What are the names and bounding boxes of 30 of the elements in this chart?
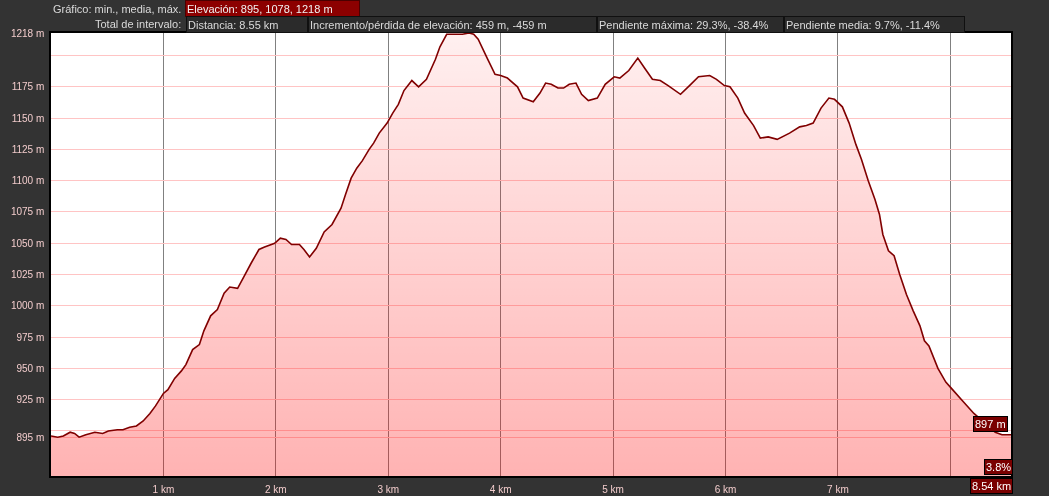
text: Elevación: 895, 1078, 1218 m	[187, 2, 333, 15]
x-tick-label: 2 km	[264, 483, 287, 495]
y-tick-label: 925 m	[16, 394, 45, 406]
y-tick-label: 1075 m	[10, 206, 45, 218]
text: Total de intervalo:	[95, 18, 182, 30]
y-tick-label: 1025 m	[10, 269, 45, 281]
x-tick-label: 5 km	[602, 483, 624, 495]
y-tick-label: 1218 m	[10, 27, 45, 39]
text: Gráfico: min., media, máx.	[53, 3, 182, 15]
text: Incremento/pérdida de elevación: 459 m, -459 m	[310, 18, 547, 31]
y-tick-label: 975 m	[16, 331, 45, 343]
y-tick-label: 1125 m	[11, 143, 45, 155]
x-tick-label: 1 km	[152, 483, 175, 495]
x-tick-label: 7 km	[827, 483, 849, 495]
y-tick-label: 1000 m	[10, 300, 45, 312]
annotation: 897 m	[975, 418, 1006, 430]
y-tick-label: 1050 m	[10, 237, 45, 249]
text: Distancia: 8.55 km	[188, 18, 279, 31]
y-tick-label: 950 m	[16, 362, 45, 374]
x-tick-label: 6 km	[714, 483, 737, 495]
y-tick-label: 895 m	[16, 431, 45, 443]
annotation: 3.8%	[986, 461, 1012, 473]
text: Pendiente máxima: 29.3%, -38.4%	[599, 18, 769, 31]
x-tick-label: 3 km	[377, 483, 400, 495]
x-tick-label: 4 km	[489, 483, 512, 495]
y-tick-label: 1150 m	[11, 112, 45, 124]
text: Pendiente media: 9.7%, -11.4%	[786, 18, 941, 31]
text: 8.54 km	[972, 480, 1012, 492]
y-tick-label: 1175 m	[11, 81, 45, 93]
y-tick-label: 1100 m	[11, 175, 45, 187]
